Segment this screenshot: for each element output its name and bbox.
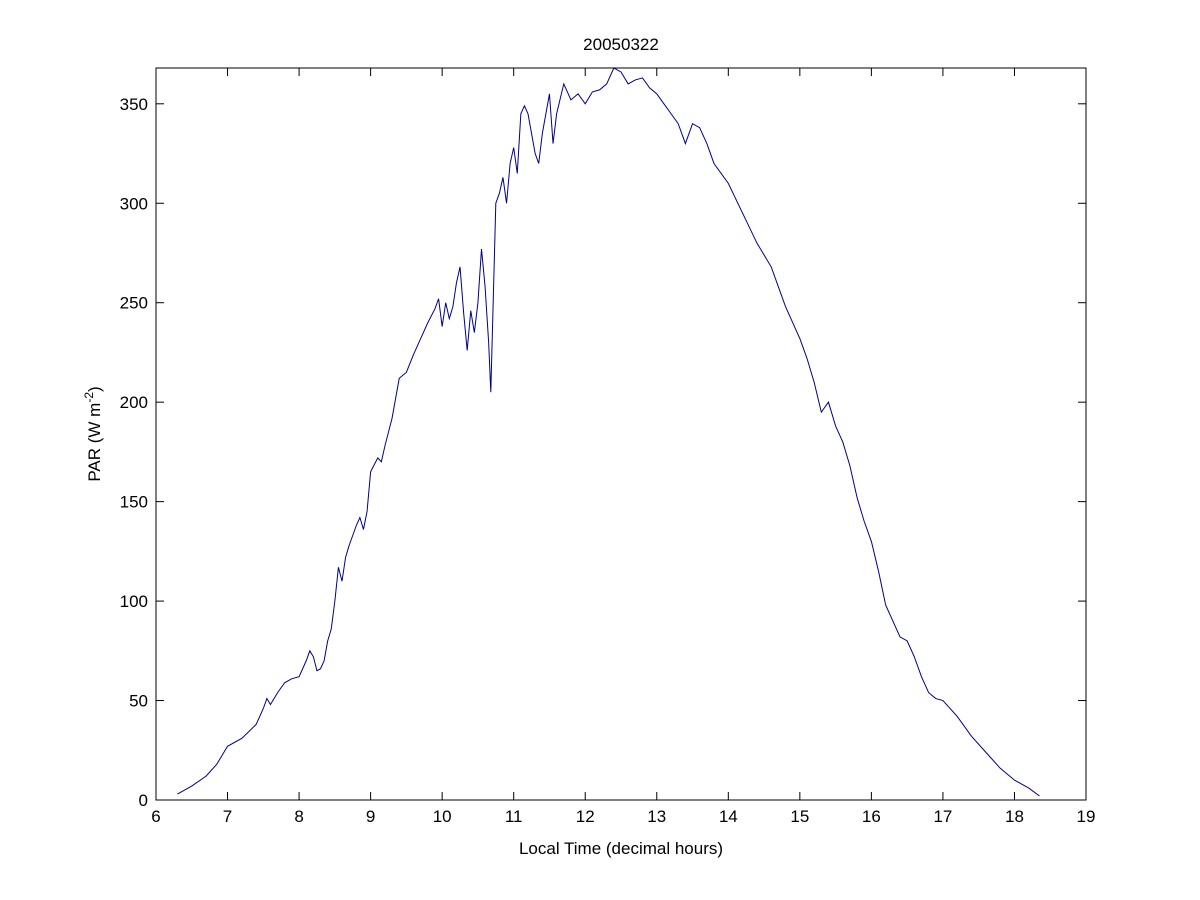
x-axis-label: Local Time (decimal hours)	[519, 839, 723, 858]
y-tick-label: 350	[120, 95, 148, 114]
x-tick-label: 7	[223, 807, 232, 826]
plot-area	[155, 67, 1087, 801]
y-tick-label: 250	[120, 294, 148, 313]
x-tick-label: 16	[862, 807, 881, 826]
y-tick-label: 150	[120, 493, 148, 512]
x-tick-label: 14	[719, 807, 738, 826]
y-tick-label: 300	[120, 194, 148, 213]
x-tick-label: 8	[294, 807, 303, 826]
y-axis-label-superscript: -2	[82, 392, 96, 403]
y-tick-label: 200	[120, 393, 148, 412]
x-tick-label: 12	[576, 807, 595, 826]
data-line	[177, 67, 1040, 797]
y-tick-label: 0	[139, 791, 148, 810]
y-tick-label: 50	[129, 692, 148, 711]
y-axis-label-suffix: )	[85, 386, 104, 392]
x-tick-label: 17	[933, 807, 952, 826]
y-axis-label-text: PAR (W m	[85, 403, 104, 482]
x-tick-label: 18	[1005, 807, 1024, 826]
x-tick-label: 9	[366, 807, 375, 826]
x-tick-label: 15	[790, 807, 809, 826]
chart-title: 20050322	[583, 35, 659, 54]
x-tick-label: 13	[647, 807, 666, 826]
x-tick-label: 19	[1077, 807, 1096, 826]
x-tick-label: 10	[433, 807, 452, 826]
x-tick-label: 11	[505, 807, 523, 826]
y-tick-label: 100	[120, 592, 148, 611]
y-axis-label: PAR (W m-2)	[82, 386, 104, 481]
x-tick-label: 6	[151, 807, 160, 826]
